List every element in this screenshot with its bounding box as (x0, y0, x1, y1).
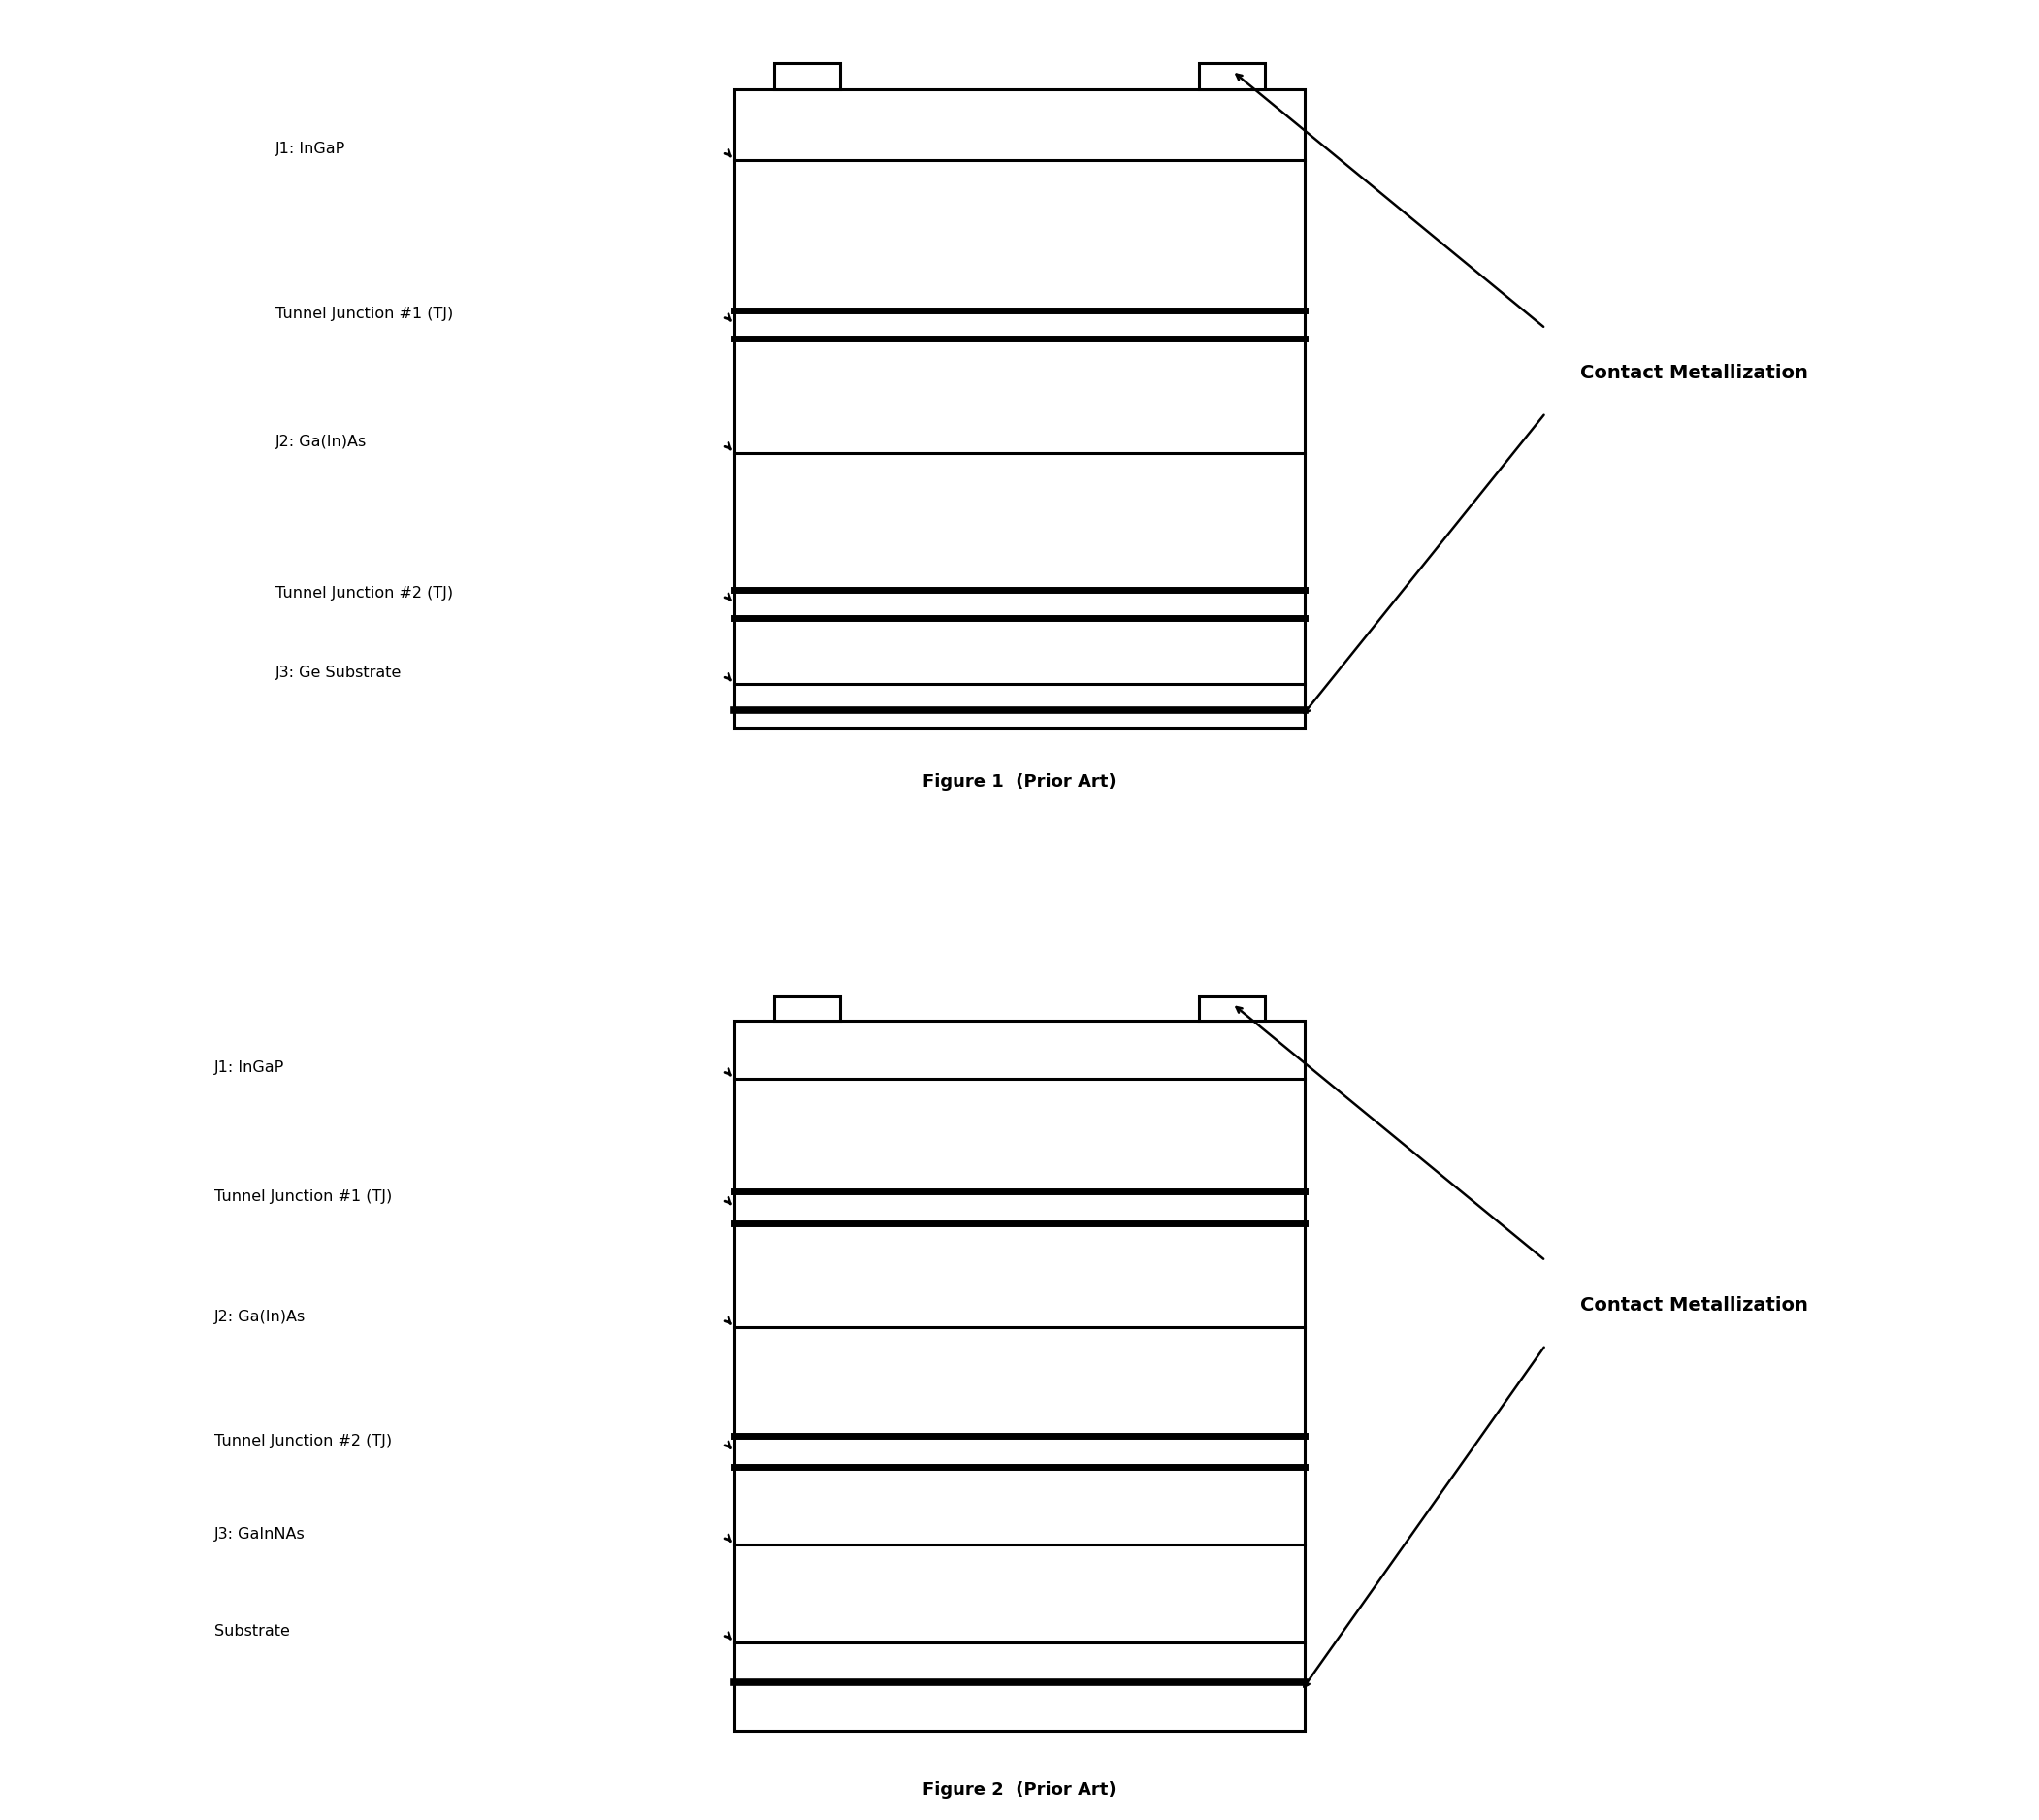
Text: J3: GaInNAs: J3: GaInNAs (214, 1527, 306, 1542)
Text: Contact Metallization: Contact Metallization (1580, 364, 1809, 382)
Text: J1: InGaP: J1: InGaP (214, 1061, 283, 1076)
Text: Figure 2  (Prior Art): Figure 2 (Prior Art) (924, 1782, 1115, 1798)
Text: Figure 1  (Prior Art): Figure 1 (Prior Art) (924, 774, 1115, 790)
Text: J2: Ga(In)As: J2: Ga(In)As (275, 435, 367, 450)
Text: J3: Ge Substrate: J3: Ge Substrate (275, 666, 402, 681)
Bar (1199, 64, 1264, 89)
Text: Contact Metallization: Contact Metallization (1580, 1296, 1809, 1314)
Text: Tunnel Junction #1 (TJ): Tunnel Junction #1 (TJ) (214, 1190, 391, 1205)
Text: Tunnel Junction #1 (TJ): Tunnel Junction #1 (TJ) (275, 306, 453, 320)
Text: Substrate: Substrate (214, 1625, 290, 1640)
Bar (775, 64, 840, 89)
Bar (775, 996, 840, 1021)
Text: Tunnel Junction #2 (TJ): Tunnel Junction #2 (TJ) (275, 586, 453, 601)
Text: J2: Ga(In)As: J2: Ga(In)As (214, 1309, 306, 1323)
Bar (1199, 996, 1264, 1021)
Text: Tunnel Junction #2 (TJ): Tunnel Junction #2 (TJ) (214, 1434, 391, 1449)
Bar (734, 89, 1305, 728)
Text: J1: InGaP: J1: InGaP (275, 142, 345, 157)
Bar (734, 1021, 1305, 1731)
